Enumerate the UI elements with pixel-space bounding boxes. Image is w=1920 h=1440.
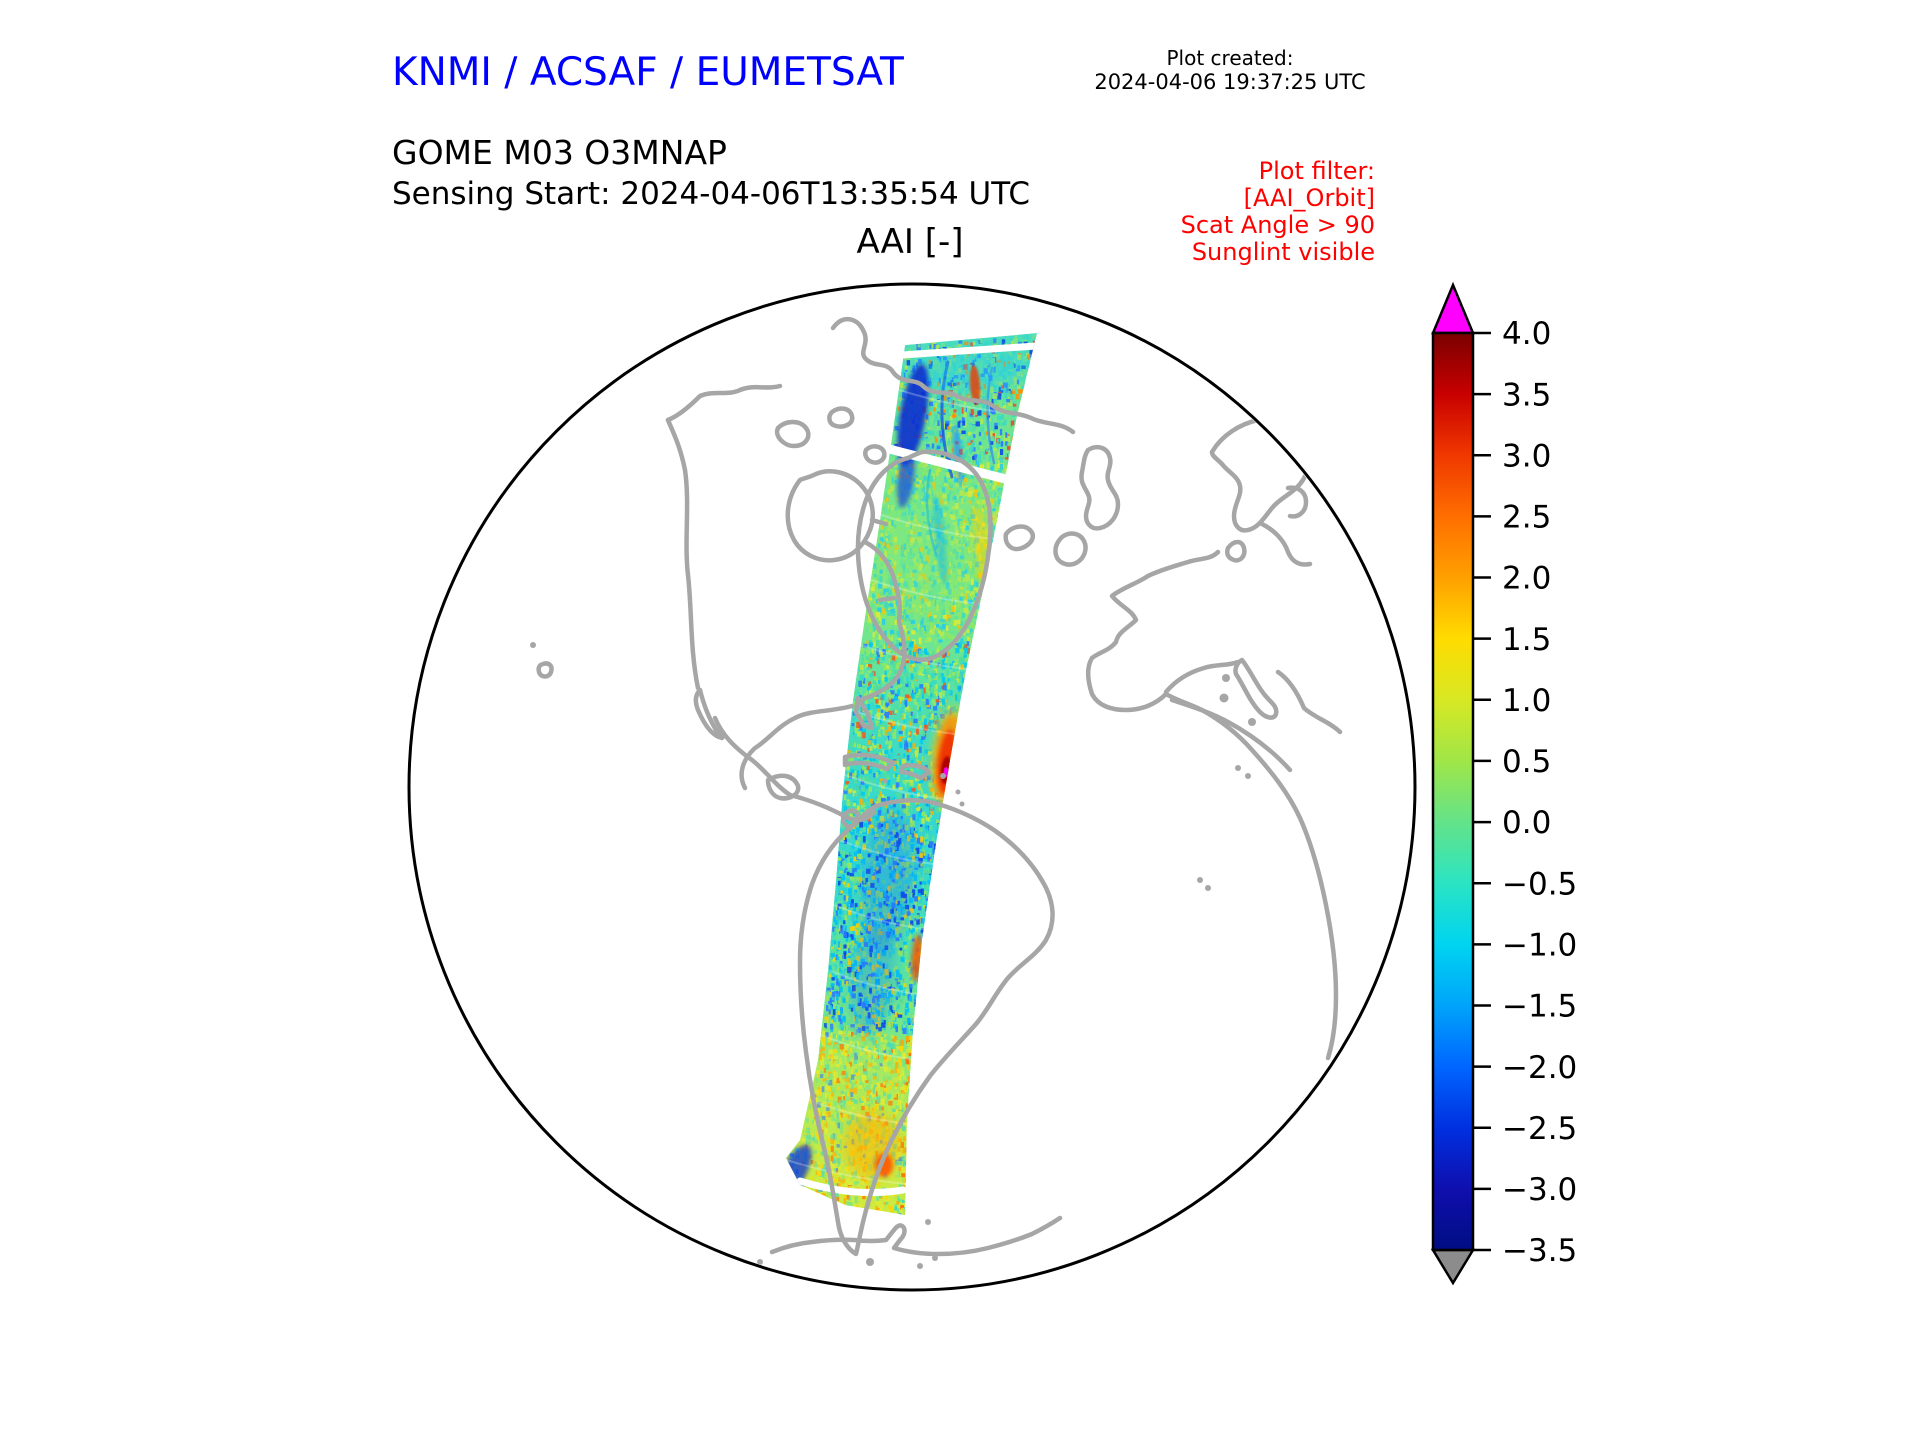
coast-scandinavia xyxy=(1209,416,1313,567)
colorbar-tick-label: −0.5 xyxy=(1502,866,1577,902)
island-hawaii-1 xyxy=(530,642,536,648)
filter-line-2: [AAI_Orbit] xyxy=(1243,184,1375,212)
product-name: GOME M03 O3MNAP xyxy=(392,133,727,172)
colorbar-tick-label: 1.5 xyxy=(1502,622,1551,658)
plot-created-block: Plot created: 2024-04-06 19:37:25 UTC xyxy=(1080,46,1380,95)
island-canary-1 xyxy=(1235,765,1241,771)
island-jamaica xyxy=(882,778,888,784)
plot-filter-block: Plot filter: [AAI_Orbit] Scat Angle > 90… xyxy=(1020,158,1375,266)
coast-europe-north xyxy=(1145,549,1221,579)
coast-hudson-bay xyxy=(785,469,903,623)
sensing-start: Sensing Start: 2024-04-06T13:35:54 UTC xyxy=(392,176,1030,212)
coast-south-america xyxy=(797,798,1055,1257)
coast-na-pacific xyxy=(665,417,793,798)
island-canary-2 xyxy=(1245,773,1251,779)
colorbar-tick-label: 2.5 xyxy=(1502,500,1551,536)
island-antarctic-3 xyxy=(757,1259,763,1265)
colorbar-over-arrow xyxy=(1431,281,1475,335)
coast-north-america xyxy=(739,619,907,823)
coast-caribbean xyxy=(842,752,932,781)
island-capeverde-1 xyxy=(1197,877,1203,883)
coast-antarctica xyxy=(642,1215,1063,1257)
coast-arctic-islands xyxy=(774,406,887,465)
island-antarctic-2 xyxy=(932,1255,938,1261)
colorbar-tick-label: −3.5 xyxy=(1502,1233,1577,1269)
colorbar-tick-label: 2.0 xyxy=(1502,561,1551,597)
island-capeverde-2 xyxy=(1205,885,1211,891)
island-falkland xyxy=(925,1219,931,1225)
colorbar-tick-label: −1.5 xyxy=(1502,989,1577,1025)
colorbar-tick-label: −1.0 xyxy=(1502,927,1577,963)
colorbar-tick-label: 3.5 xyxy=(1502,377,1551,413)
coast-europe-africa-west xyxy=(1086,573,1339,1061)
island-antilles-2 xyxy=(959,801,965,807)
island-hawaii-2 xyxy=(536,661,554,679)
colorbar-tick-label: 0.0 xyxy=(1502,805,1551,841)
globe-outline xyxy=(407,282,1417,1292)
island-antarctic-1 xyxy=(917,1263,923,1269)
colorbar-tick-label: 1.0 xyxy=(1502,683,1551,719)
island-sardinia xyxy=(1219,693,1229,703)
colorbar-tick-label: −2.5 xyxy=(1502,1111,1577,1147)
colorbar-gradient xyxy=(1431,331,1475,1252)
coast-arctic xyxy=(665,317,1076,435)
coast-mediterranean xyxy=(1163,657,1343,735)
plot-created-timestamp: 2024-04-06 19:37:25 UTC xyxy=(1094,70,1366,94)
coast-uk xyxy=(1079,445,1121,531)
page-title: KNMI / ACSAF / EUMETSAT xyxy=(392,50,904,95)
colorbar: 4.0 3.5 3.0 2.5 2.0 1.5 1.0 0.5 0.0 −0.5 −1.0 −1.5 −… xyxy=(1430,281,1577,1286)
filter-line-3: Scat Angle > 90 xyxy=(1180,211,1375,239)
coast-iceland xyxy=(1003,524,1035,552)
globe-map xyxy=(407,282,1417,1292)
colorbar-tick-label: 0.5 xyxy=(1502,744,1551,780)
colorbar-tick-label: 4.0 xyxy=(1502,316,1551,352)
map-variable-title: AAI [-] xyxy=(856,222,964,262)
plot-created-label: Plot created: xyxy=(1166,46,1294,70)
colorbar-under-arrow xyxy=(1430,1248,1476,1286)
island-puerto-rico xyxy=(940,773,946,779)
coast-ireland xyxy=(1053,531,1088,567)
island-sicily xyxy=(1248,718,1256,726)
colorbar-tick-label: −2.0 xyxy=(1502,1050,1577,1086)
colorbar-tick-label: −3.0 xyxy=(1502,1172,1577,1208)
island-tierra-del-fuego xyxy=(866,1258,874,1266)
filter-line-4: Sunglint visible xyxy=(1191,238,1375,266)
island-antilles-1 xyxy=(955,789,961,795)
filter-line-1: Plot filter: xyxy=(1258,157,1375,185)
coast-greenland xyxy=(855,449,993,662)
island-corsica xyxy=(1222,674,1230,682)
coast-north-africa xyxy=(1169,697,1293,773)
colorbar-tick-label: 3.0 xyxy=(1502,438,1551,474)
coast-denmark xyxy=(1225,539,1247,563)
